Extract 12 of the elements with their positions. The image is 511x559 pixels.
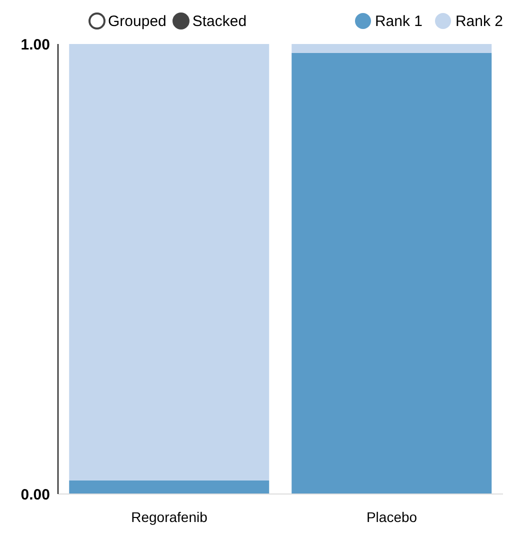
y-tick-label: 1.00 [20, 36, 50, 54]
x-tick-label: Regorafenib [131, 509, 208, 525]
legend-label: Rank 2 [455, 12, 503, 30]
x-tick-label: Placebo [366, 509, 418, 525]
legend-label: Rank 1 [374, 12, 422, 30]
bar [292, 53, 492, 494]
bar [69, 44, 270, 480]
bar [292, 44, 492, 53]
text: Grouped [108, 12, 166, 30]
bar [69, 480, 270, 494]
y-tick-label: 0.00 [20, 486, 50, 504]
text: Stacked [192, 12, 247, 30]
